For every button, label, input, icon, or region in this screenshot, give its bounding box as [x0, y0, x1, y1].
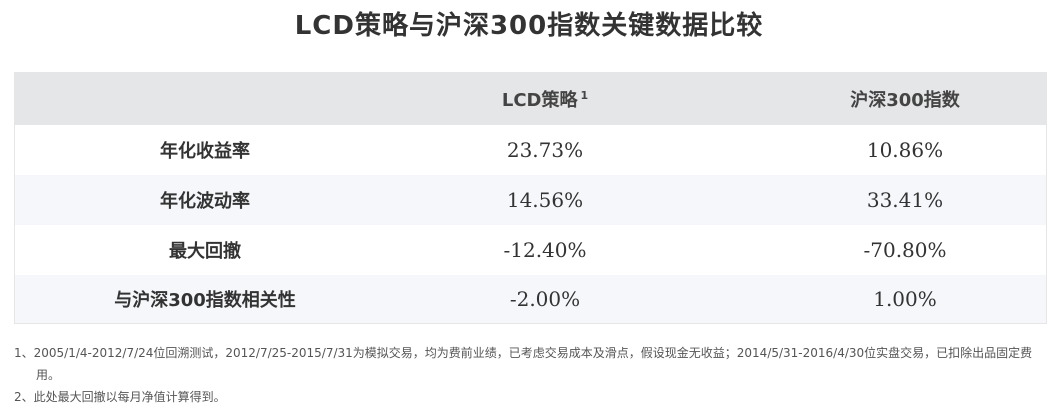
table-row: 最大回撤 -12.40% -70.80% [15, 225, 1046, 275]
comparison-table: LCD策略 1 沪深300指数 年化收益率 23.73% 10.86% 年化波动率… [14, 72, 1047, 324]
row-label: 与沪深300指数相关性 [114, 290, 296, 311]
header-cell-hs300: 沪深300指数 [740, 73, 1058, 125]
table-row: 年化波动率 14.56% 33.41% [15, 175, 1046, 225]
hs300-value: 1.00% [873, 287, 937, 311]
header-cell-lcd: LCD策略 1 [395, 73, 695, 125]
lcd-value: 14.56% [506, 188, 584, 212]
hs300-value: 33.41% [866, 188, 944, 212]
header-cell-empty [15, 73, 395, 125]
lcd-value: -12.40% [503, 238, 587, 262]
footnote-2: 2、此处最大回撤以每月净值计算得到。 [14, 390, 226, 404]
row-label: 最大回撤 [169, 241, 241, 262]
row-label: 年化波动率 [160, 191, 250, 212]
header-lcd-label: LCD策略 [501, 90, 578, 111]
header-footnote-marker: 1 [580, 88, 589, 102]
footnotes: 1、2005/1/4-2012/7/24位回溯测试，2012/7/25-2015… [14, 342, 1054, 408]
lcd-value: 23.73% [506, 138, 584, 162]
lcd-value: -2.00% [509, 287, 581, 311]
hs300-value: 10.86% [866, 138, 944, 162]
hs300-value: -70.80% [863, 238, 947, 262]
header-hs300-label: 沪深300指数 [850, 90, 960, 111]
table-row: 与沪深300指数相关性 -2.00% 1.00% [15, 275, 1046, 323]
footnote-1: 1、2005/1/4-2012/7/24位回溯测试，2012/7/25-2015… [14, 346, 1033, 382]
row-label: 年化收益率 [160, 141, 250, 162]
table-row: 年化收益率 23.73% 10.86% [15, 125, 1046, 175]
table-header-row: LCD策略 1 沪深300指数 [15, 73, 1046, 125]
page-title: LCD策略与沪深300指数关键数据比较 [294, 11, 764, 41]
